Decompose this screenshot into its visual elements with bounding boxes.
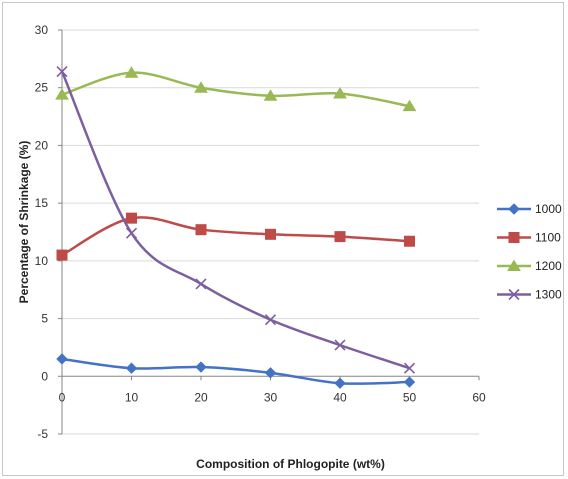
y-tick-label: 20	[35, 138, 49, 152]
data-point-1100	[195, 224, 207, 236]
y-tick-label: 10	[35, 254, 49, 268]
data-point-1300	[334, 339, 346, 351]
x-tick-label: 60	[472, 390, 486, 404]
data-point-1200	[124, 66, 139, 78]
y-tick-label: 25	[35, 81, 49, 95]
y-tick-label: 30	[35, 23, 49, 37]
data-point-1200	[194, 81, 208, 93]
data-point-1100	[334, 231, 346, 243]
legend-marker-1300	[508, 288, 520, 301]
data-point-1200	[402, 99, 417, 112]
data-point-1300	[195, 278, 207, 290]
series-line-1300	[60, 71, 410, 370]
x-tick-label: 30	[264, 390, 278, 404]
legend-marker-1100	[508, 232, 520, 243]
data-point-1300	[125, 227, 138, 239]
data-point-1000	[264, 367, 277, 379]
data-point-1000	[334, 377, 346, 389]
data-point-1000	[56, 353, 68, 365]
data-point-1300	[264, 314, 277, 326]
x-axis-title: Composition of Phlogopite (wt%)	[196, 457, 385, 471]
data-point-1300	[56, 65, 68, 78]
legend-label-1000: 1000	[535, 202, 562, 216]
data-point-1000	[403, 376, 416, 388]
x-tick-label: 50	[403, 390, 417, 404]
y-tick-label: -5	[37, 427, 48, 441]
data-point-1000	[125, 362, 138, 374]
series-line-1100	[61, 216, 410, 257]
x-tick-label: 0	[59, 390, 66, 404]
data-point-1100	[265, 228, 276, 240]
data-point-1200	[55, 88, 69, 100]
data-point-1300	[403, 362, 416, 374]
y-tick-label: 5	[41, 312, 48, 326]
y-tick-label: 15	[35, 196, 49, 210]
data-point-1200	[333, 87, 347, 99]
legend-label-1300: 1300	[535, 288, 562, 302]
data-point-1200	[263, 89, 278, 101]
y-tick-label: 0	[41, 369, 48, 383]
x-tick-label: 40	[333, 390, 347, 404]
x-tick-label: 10	[125, 390, 139, 404]
series-line-1200	[61, 71, 410, 108]
legend-marker-1000	[508, 203, 520, 215]
x-tick-label: 20	[194, 390, 208, 404]
data-point-1000	[195, 361, 207, 373]
data-point-1100	[126, 212, 137, 224]
series-line-1000	[61, 357, 410, 385]
data-point-1100	[404, 235, 415, 247]
legend-label-1200: 1200	[535, 259, 562, 273]
y-axis-title: Percentage of Shrinkage (%)	[17, 141, 31, 304]
legend-marker-1200	[507, 259, 521, 271]
legend-label-1100: 1100	[535, 231, 561, 245]
data-point-1100	[56, 249, 68, 261]
